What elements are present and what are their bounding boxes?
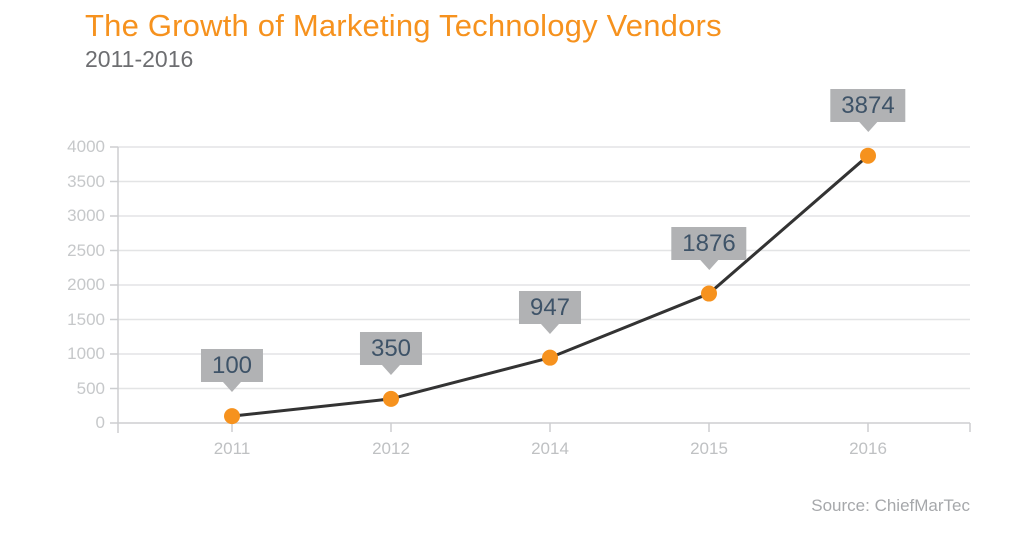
y-axis-label: 2500	[67, 240, 105, 260]
data-label-callout: 1876	[671, 226, 747, 260]
data-label-callout: 350	[359, 331, 423, 365]
data-point	[224, 408, 240, 425]
x-axis-label: 2011	[213, 439, 251, 458]
x-axis-label: 2016	[849, 439, 887, 458]
data-label-callout: 100	[200, 349, 264, 383]
x-axis-label: 2014	[531, 439, 569, 458]
y-axis-label: 4000	[67, 137, 105, 156]
chart-subtitle: 2011-2016	[85, 46, 194, 72]
y-axis-label: 1000	[67, 344, 105, 363]
y-axis-label: 2000	[67, 275, 105, 294]
x-axis-label: 2012	[372, 439, 410, 458]
y-axis-label: 3000	[67, 206, 105, 225]
y-axis-label: 1500	[67, 309, 105, 329]
data-label-callout: 3874	[830, 88, 906, 122]
y-axis-label: 500	[76, 378, 105, 398]
data-point	[383, 390, 399, 407]
data-point	[860, 147, 876, 164]
source-credit: Source: ChiefMarTec	[811, 496, 970, 515]
data-line	[231, 154, 869, 418]
data-point	[542, 349, 558, 366]
data-label-callout: 947	[518, 290, 582, 324]
y-axis-label: 3500	[67, 171, 105, 191]
chart-title: The Growth of Marketing Technology Vendo…	[85, 8, 722, 43]
x-axis-label: 2015	[690, 439, 728, 458]
y-axis-label: 0	[95, 413, 105, 432]
data-point	[701, 285, 717, 302]
